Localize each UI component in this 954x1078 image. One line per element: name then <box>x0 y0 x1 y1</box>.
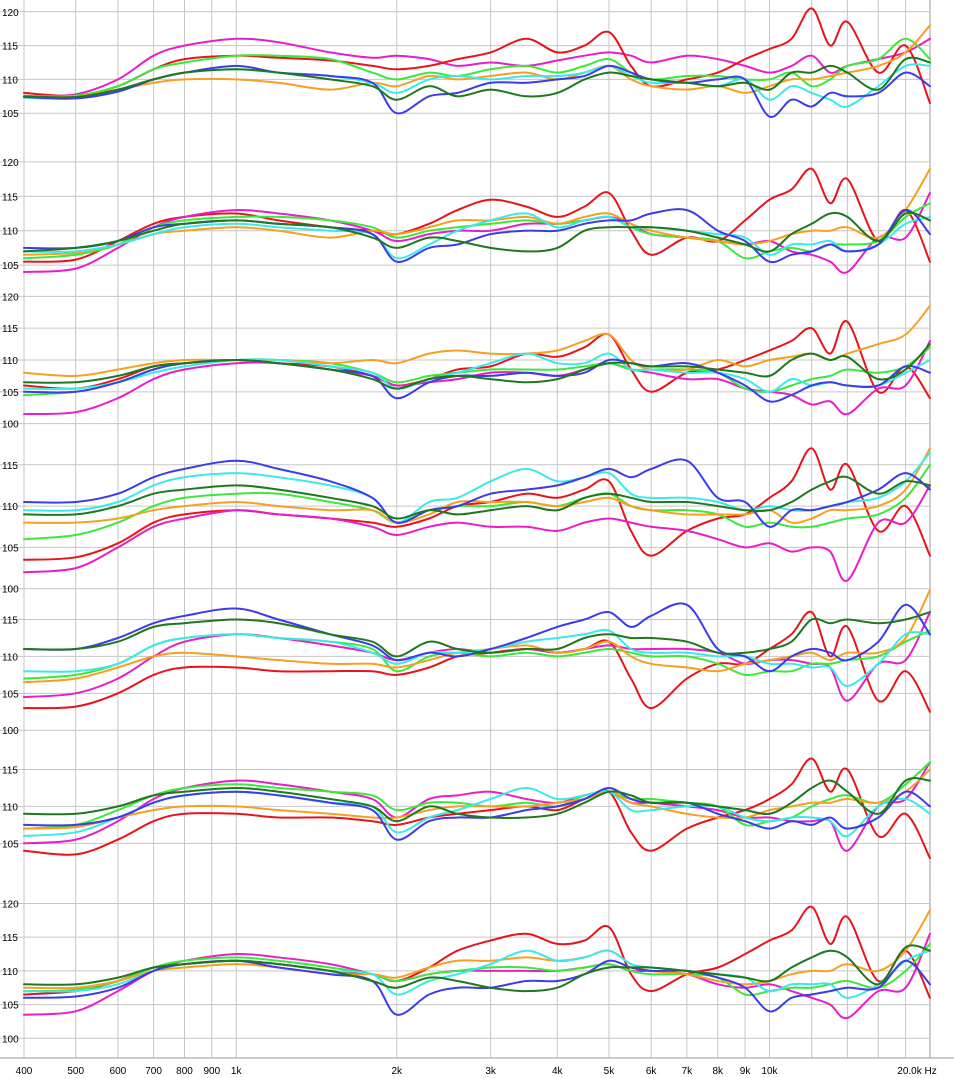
x-tick-label: 800 <box>176 1066 193 1077</box>
y-tick-label: 105 <box>2 1001 19 1012</box>
series-line-orange <box>23 167 931 256</box>
series-line-cyan <box>23 212 931 260</box>
y-tick-label: 120 <box>2 292 19 303</box>
series-line-blue <box>23 64 931 118</box>
y-tick-label: 120 <box>2 899 19 910</box>
x-tick-label: 600 <box>110 1066 127 1077</box>
y-tick-label: 105 <box>2 388 19 399</box>
series-line-orange <box>23 909 931 990</box>
x-tick-label: 700 <box>145 1066 162 1077</box>
y-tick-label: 110 <box>2 502 18 513</box>
series-line-blue <box>23 458 931 528</box>
y-tick-label: 105 <box>2 689 19 700</box>
series-line-green <box>23 37 931 98</box>
x-tick-label: 900 <box>203 1066 220 1077</box>
series-line-blue <box>23 602 931 673</box>
x-tick-label: 500 <box>67 1066 84 1077</box>
y-tick-label: 100 <box>2 1034 19 1045</box>
series-line-green <box>23 942 931 997</box>
x-tick-label: 3k <box>485 1066 497 1077</box>
y-tick-label: 120 <box>2 8 19 19</box>
y-tick-label: 105 <box>2 543 19 554</box>
series-line-blue <box>23 787 931 841</box>
y-tick-label: 110 <box>2 75 18 86</box>
y-tick-label: 100 <box>2 585 19 596</box>
y-tick-label: 115 <box>2 192 18 203</box>
y-tick-label: 115 <box>2 933 18 944</box>
y-tick-label: 115 <box>2 766 18 777</box>
y-tick-label: 115 <box>2 324 18 335</box>
y-tick-label: 110 <box>2 967 18 978</box>
x-tick-label: 2k <box>391 1066 403 1077</box>
x-tick-label: 9k <box>740 1066 752 1077</box>
series-line-red <box>23 757 931 860</box>
series-line-darkgreen <box>23 56 931 101</box>
y-tick-label: 115 <box>2 616 18 627</box>
series-line-orange <box>23 24 931 98</box>
series-line-blue <box>23 208 931 264</box>
y-tick-label: 100 <box>2 726 19 737</box>
y-tick-label: 120 <box>2 158 19 169</box>
series-line-cyan <box>23 628 931 687</box>
series-line-orange <box>23 589 931 684</box>
y-tick-label: 110 <box>2 802 18 813</box>
series-line-green <box>23 463 931 541</box>
y-tick-label: 115 <box>2 42 18 53</box>
series-line-darkgreen <box>23 343 931 390</box>
x-tick-label: 8k <box>713 1066 725 1077</box>
x-tick-label: 5k <box>604 1066 616 1077</box>
x-tick-label: 400 <box>16 1066 33 1077</box>
series-lines-layer <box>23 7 931 1020</box>
x-tick-label: 1k <box>231 1066 243 1077</box>
series-line-magenta <box>23 932 931 1020</box>
series-line-magenta <box>23 761 931 852</box>
series-line-darkgreen <box>23 611 931 658</box>
series-line-magenta <box>23 339 931 416</box>
series-line-magenta <box>23 37 931 98</box>
series-line-darkgreen <box>23 777 931 823</box>
series-line-darkgreen <box>23 475 931 520</box>
y-tick-label: 115 <box>2 461 18 472</box>
tick-labels-layer: 400 500 600 700 800 900 1k 2k 3k 4k 5k 6k 7k 8k 9k 10k 2… <box>2 8 937 1077</box>
x-tick-label: 4k <box>552 1066 564 1077</box>
series-line-magenta <box>23 484 931 582</box>
y-tick-label: 110 <box>2 356 18 367</box>
y-tick-label: 105 <box>2 109 19 120</box>
series-line-red <box>23 7 931 105</box>
y-tick-label: 110 <box>2 227 18 238</box>
series-line-orange <box>23 768 931 830</box>
y-tick-label: 110 <box>2 652 18 663</box>
x-tick-label: 20.0k Hz <box>897 1066 936 1077</box>
series-line-red <box>23 167 931 263</box>
series-line-red <box>23 610 931 713</box>
series-line-darkgreen <box>23 211 931 253</box>
y-tick-label: 105 <box>2 839 19 850</box>
series-line-darkgreen <box>23 944 931 993</box>
x-tick-label: 7k <box>682 1066 694 1077</box>
y-tick-label: 105 <box>2 261 19 272</box>
y-tick-label: 100 <box>2 420 19 431</box>
x-tick-label: 6k <box>646 1066 658 1077</box>
x-tick-label: 10k <box>761 1066 778 1077</box>
